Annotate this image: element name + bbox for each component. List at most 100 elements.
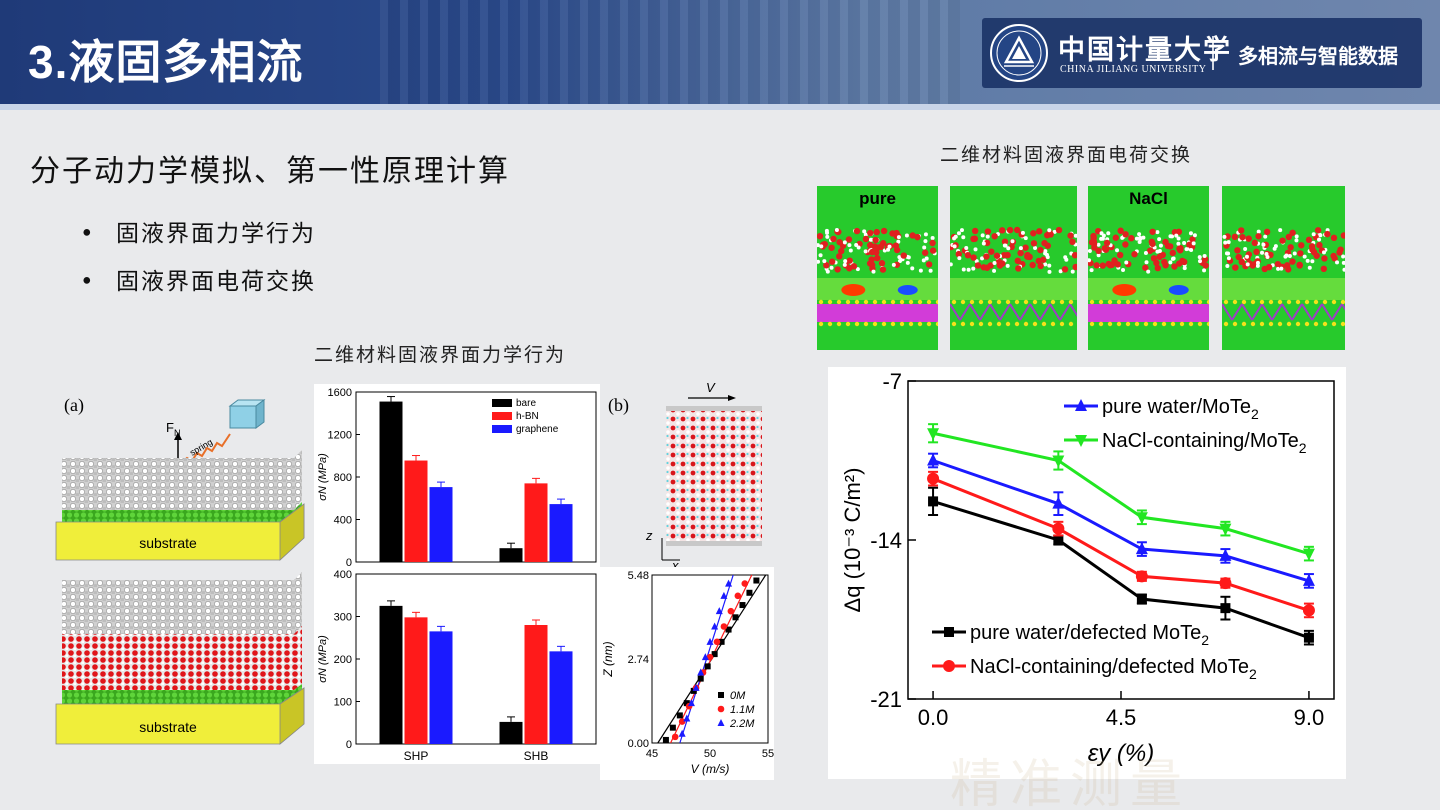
water-hydrogen (1182, 240, 1187, 245)
water-oxygen (1169, 249, 1176, 257)
data-marker (1052, 455, 1065, 468)
header-banner: 3.液固多相流 中国计量大学 CHINA JILIANG UNIVERSITY … (0, 0, 1440, 110)
figure-a-label: (a) (64, 395, 84, 415)
water-oxygen (1030, 240, 1038, 247)
te-atom (872, 321, 878, 327)
water-hydrogen (1224, 251, 1229, 256)
dft-panel-pure: pure (817, 186, 938, 350)
te-atom (827, 299, 833, 305)
te-atom (926, 299, 932, 305)
water-hydrogen (1222, 234, 1227, 239)
water-oxygen (993, 252, 1001, 259)
te-atom (1005, 299, 1011, 305)
dft-panel-pure-defected (950, 186, 1077, 350)
bar (429, 631, 453, 744)
data-point (683, 714, 691, 722)
te-atom (951, 321, 957, 327)
te-atom (1068, 299, 1074, 305)
mote2-bond (950, 303, 961, 321)
te-atom (1005, 321, 1011, 327)
water-hydrogen (1006, 246, 1011, 251)
legend-label: NaCl-containing/defected MoTe2 (970, 656, 1257, 682)
x-tick-label: 50 (704, 748, 716, 760)
water-oxygen (1067, 232, 1074, 239)
water-hydrogen (957, 256, 962, 261)
water-oxygen (868, 256, 875, 263)
data-point (753, 577, 760, 584)
water-hydrogen (1124, 260, 1129, 265)
water-hydrogen (1191, 241, 1196, 246)
data-marker (1135, 570, 1148, 583)
water-oxygen (1263, 228, 1271, 236)
water-hydrogen (1058, 269, 1063, 274)
legend-label: pure water/defected MoTe2 (970, 622, 1209, 648)
water-hydrogen (1047, 228, 1052, 233)
y-tick-label: 0.00 (628, 738, 649, 750)
velocity-profile-chart: 45 50 55 0.00 2.74 5.48 V (m/s) Z (nm) 0M 1.1M 2.2… (600, 567, 774, 780)
mote2-bond (1049, 303, 1061, 321)
mote2-bond (999, 303, 1011, 321)
water-hydrogen (1256, 229, 1261, 234)
water-oxygen (1037, 262, 1044, 270)
water-hydrogen (1182, 266, 1187, 271)
te-atom (1322, 299, 1328, 305)
slab-upper: substrate (55, 450, 305, 561)
data-marker (1302, 548, 1315, 561)
slide-title: 3.液固多相流 (28, 36, 304, 88)
data-marker (1075, 435, 1087, 447)
water-hydrogen (1106, 231, 1111, 236)
water-hydrogen (825, 234, 830, 239)
water-hydrogen (923, 232, 928, 237)
te-atom (1188, 299, 1194, 305)
bar (429, 487, 453, 562)
te-atom (890, 299, 896, 305)
water-hydrogen (1073, 233, 1077, 238)
water-hydrogen (1096, 253, 1101, 258)
charge-hotspot (1112, 284, 1137, 296)
background-watermark: 精准测量 (950, 755, 1191, 810)
water-oxygen (980, 264, 987, 271)
x-tick-label: 4.5 (1106, 705, 1137, 730)
data-point (697, 675, 704, 682)
te-atom (1098, 321, 1104, 327)
dft-panel-nacl-defected (1222, 186, 1345, 350)
te-atom (1116, 321, 1122, 327)
water-oxygen (862, 235, 870, 243)
te-atom (836, 299, 842, 305)
water-oxygen (1029, 261, 1036, 269)
te-atom (1313, 299, 1319, 305)
water-hydrogen (922, 245, 927, 250)
te-atom (1170, 321, 1176, 327)
te-atom (987, 321, 993, 327)
water-oxygen (1162, 238, 1169, 246)
water-oxygen (1105, 260, 1112, 268)
water-oxygen (1287, 244, 1294, 251)
data-marker (1302, 604, 1315, 617)
y-axis-label: σN (MPa) (317, 453, 329, 501)
water-hydrogen (1273, 244, 1278, 249)
y-tick-label: 2.74 (628, 654, 649, 666)
water-hydrogen (1184, 247, 1189, 252)
te-atom (1089, 321, 1095, 327)
bar (404, 460, 428, 562)
y-tick-label: 800 (334, 472, 352, 484)
data-point (711, 651, 718, 658)
te-atom (818, 321, 824, 327)
water-oxygen (878, 260, 886, 267)
data-marker (1135, 542, 1148, 555)
water-oxygen (1265, 263, 1273, 271)
legend-swatch (492, 412, 512, 420)
te-atom (1023, 321, 1029, 327)
water-oxygen (1239, 233, 1246, 241)
x-tick-label: 9.0 (1294, 705, 1325, 730)
te-atom (978, 299, 984, 305)
mote2-bond (1069, 303, 1077, 318)
water-hydrogen (1255, 263, 1260, 268)
water-hydrogen (964, 246, 969, 251)
legend-label: graphene (516, 424, 559, 435)
water-oxygen (1316, 241, 1323, 249)
water-hydrogen (959, 228, 964, 233)
water-oxygen (850, 263, 858, 270)
bar (404, 617, 428, 744)
bullet-item: • 固液界面电荷交换 (80, 262, 316, 296)
